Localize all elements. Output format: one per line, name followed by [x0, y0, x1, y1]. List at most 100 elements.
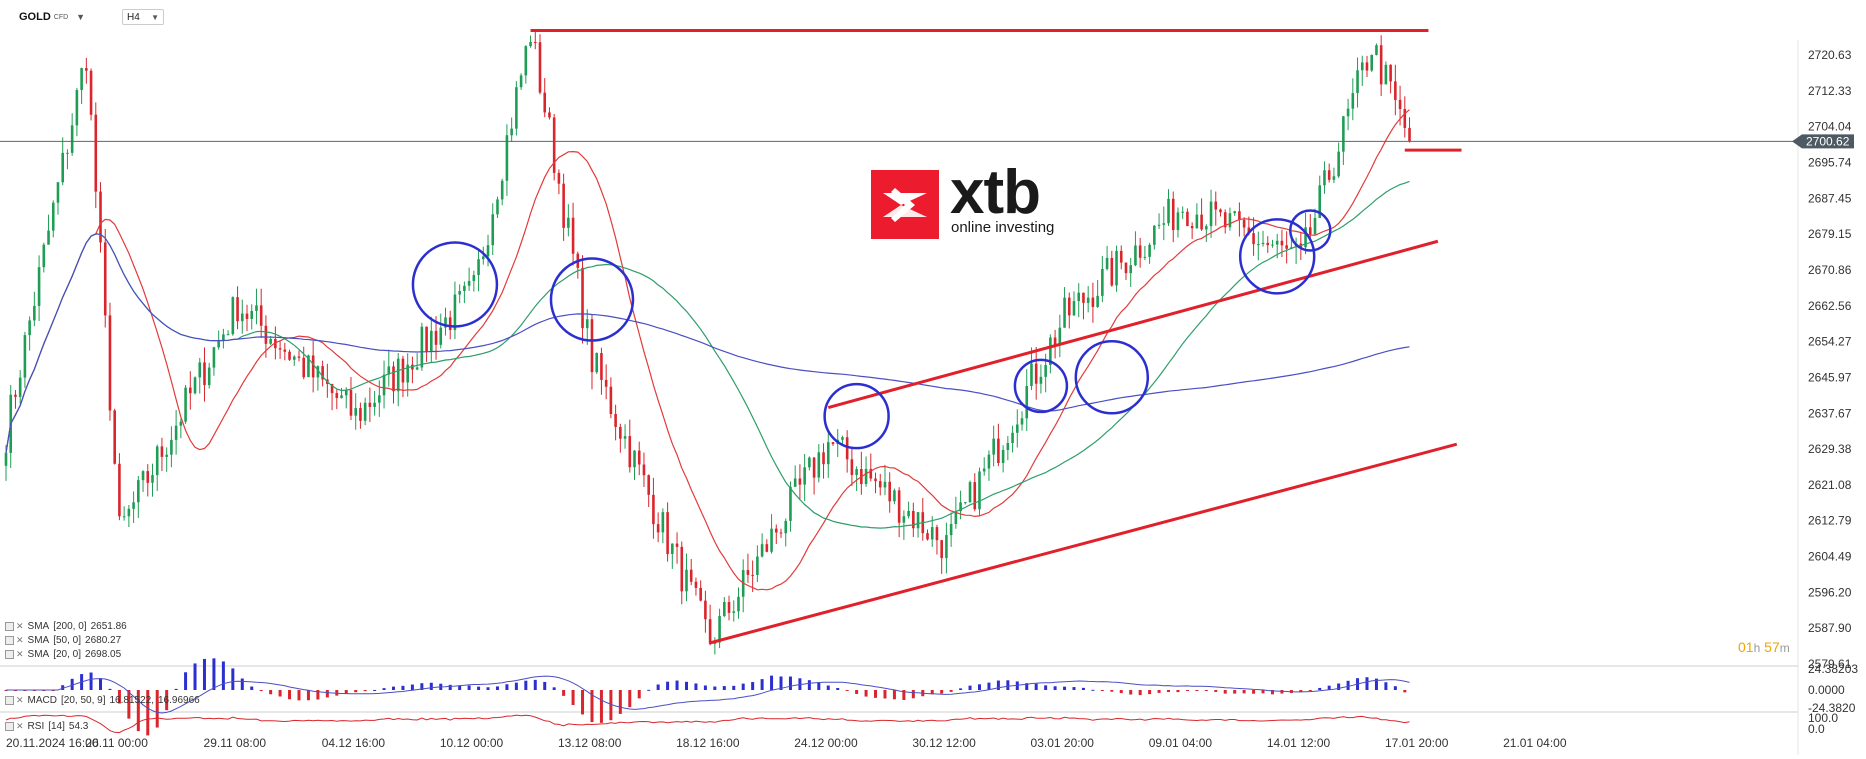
candle-body: [349, 390, 353, 416]
candle-body: [647, 475, 650, 495]
candle-body: [1091, 297, 1095, 307]
candle-body: [893, 490, 896, 502]
candle-body: [335, 393, 339, 399]
annotation-circle: [549, 257, 635, 342]
candle-body: [37, 267, 41, 306]
settings-icon[interactable]: [5, 650, 14, 659]
candle-body: [264, 325, 268, 344]
candle-body: [902, 516, 906, 523]
candle-countdown: 01h 57m: [1738, 639, 1790, 655]
candle-body: [1233, 211, 1236, 214]
macd-histogram-bar: [883, 690, 887, 699]
timeframe-value: H4: [127, 11, 140, 23]
candle-body: [770, 528, 773, 552]
candle-body: [1271, 244, 1274, 246]
macd-histogram-bar: [609, 690, 613, 721]
candle-body: [982, 468, 986, 472]
indicator-value: 2680.27: [85, 635, 122, 646]
annotation-circle: [823, 382, 890, 450]
macd-histogram-bar: [1129, 690, 1133, 695]
macd-histogram-bar: [864, 690, 868, 697]
macd-histogram-bar: [1053, 686, 1057, 690]
close-icon[interactable]: ✕: [16, 621, 24, 631]
macd-histogram-bar: [977, 684, 981, 690]
candle-body: [288, 351, 291, 360]
indicator-macd[interactable]: ✕ MACD [20, 50, 9] 16.81522, 16.96966: [5, 695, 200, 706]
close-icon[interactable]: ✕: [16, 695, 24, 705]
settings-icon[interactable]: [5, 622, 14, 631]
candle-body: [1096, 295, 1099, 307]
candle-body: [552, 117, 556, 173]
indicator-sma200[interactable]: ✕ SMA [200, 0] 2651.86: [5, 621, 127, 632]
candle-body: [1356, 70, 1359, 94]
candle-body: [912, 510, 915, 529]
close-icon[interactable]: ✕: [16, 721, 24, 731]
candle-body: [1285, 245, 1288, 249]
candle-body: [28, 320, 31, 336]
candle-body: [316, 366, 320, 378]
candle-body: [604, 379, 608, 387]
candle-body: [935, 527, 939, 541]
candle-body: [1129, 265, 1133, 274]
settings-icon[interactable]: [5, 722, 14, 731]
macd-histogram-bar: [732, 685, 736, 690]
candle-body: [1105, 257, 1109, 269]
indicator-label: RSI: [27, 721, 45, 732]
close-icon[interactable]: ✕: [16, 649, 24, 659]
macd-histogram-bar: [486, 687, 490, 690]
macd-histogram-bar: [363, 690, 367, 692]
candle-body: [486, 245, 490, 257]
candle-body: [85, 68, 88, 71]
candle-body: [1403, 109, 1407, 128]
close-icon[interactable]: ✕: [16, 635, 24, 645]
candle-body: [231, 297, 235, 335]
time-tick-label: 14.01 12:00: [1267, 736, 1331, 750]
indicator-sma20[interactable]: ✕ SMA [20, 0] 2698.05: [5, 649, 121, 660]
macd-histogram-bar: [666, 681, 670, 690]
settings-icon[interactable]: [5, 636, 14, 645]
macd-histogram-bar: [779, 676, 783, 690]
symbol-selector[interactable]: GOLD CFD ▼: [19, 9, 85, 25]
candle-body: [250, 310, 254, 319]
macd-histogram-bar: [117, 690, 121, 704]
macd-histogram-bar: [344, 690, 348, 694]
candle-body: [1124, 262, 1128, 274]
candle-body: [973, 482, 977, 510]
candle-body: [959, 502, 962, 512]
candle-body: [1205, 226, 1208, 230]
candle-body: [808, 457, 811, 468]
indicator-sma50[interactable]: ✕ SMA [50, 0] 2680.27: [5, 635, 121, 646]
candle-body: [1011, 432, 1014, 444]
macd-histogram-bar: [1100, 690, 1104, 691]
candle-body: [146, 471, 150, 483]
macd-histogram-bar: [770, 675, 774, 690]
candle-body: [992, 438, 995, 455]
settings-icon[interactable]: [5, 696, 14, 705]
xtb-logo-mark: [871, 170, 939, 239]
candle-body: [448, 317, 452, 331]
macd-histogram-bar: [165, 690, 169, 711]
candle-body: [1044, 365, 1047, 377]
macd-histogram-bar: [278, 690, 282, 697]
macd-histogram-bar: [1110, 690, 1114, 692]
candle-body: [1389, 64, 1392, 82]
candle-body: [505, 135, 509, 181]
candle-body: [363, 402, 367, 421]
candle-body: [1039, 376, 1043, 384]
macd-histogram-bar: [892, 690, 896, 700]
macd-histogram-bar: [495, 686, 499, 690]
candle-body: [930, 527, 934, 540]
candle-body: [321, 366, 324, 380]
timeframe-select[interactable]: H4 ▼: [122, 9, 164, 25]
candle-body: [987, 454, 991, 469]
macd-histogram-bar: [722, 686, 726, 690]
indicator-rsi[interactable]: ✕ RSI [14] 54.3: [5, 721, 88, 732]
candle-body: [212, 347, 216, 368]
candle-body: [500, 180, 504, 200]
annotation-circle: [1238, 218, 1316, 295]
rsi-line: [5, 714, 1410, 734]
macd-histogram-bar: [1299, 690, 1303, 693]
current-price-label: 2700.62: [1806, 134, 1850, 148]
price-axis: 2720.63 2712.33 2704.04 2695.74 2687.45 2679.…: [0, 40, 1854, 755]
